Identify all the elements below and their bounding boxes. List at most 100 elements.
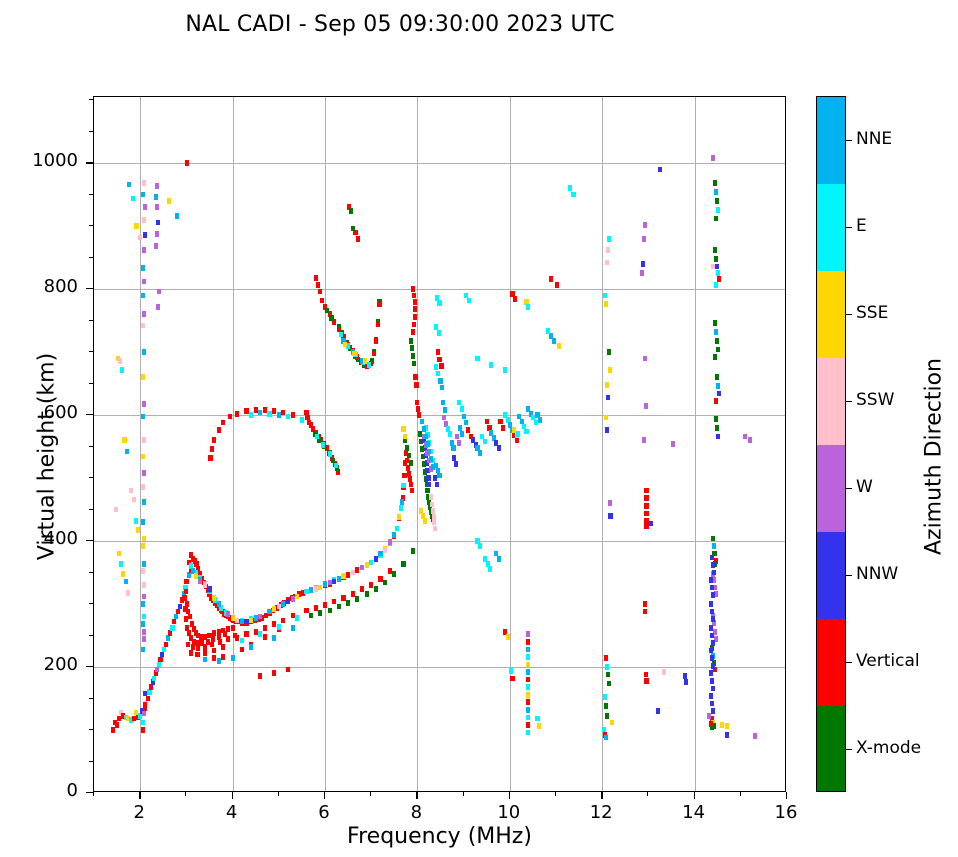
echo-point xyxy=(114,506,119,513)
echo-point xyxy=(327,579,332,586)
echo-point xyxy=(249,412,254,418)
echo-point xyxy=(212,594,217,601)
echo-point xyxy=(513,296,518,302)
echo-point xyxy=(190,568,195,575)
echo-point xyxy=(711,662,716,669)
echo-point xyxy=(346,599,351,606)
echo-point xyxy=(162,646,167,653)
echo-point xyxy=(549,276,554,282)
echo-point xyxy=(526,661,531,668)
echo-point xyxy=(400,495,405,502)
echo-point xyxy=(713,329,718,335)
echo-point xyxy=(140,601,146,607)
echo-point xyxy=(350,225,355,232)
echo-point xyxy=(710,724,715,731)
echo-point xyxy=(290,596,295,602)
echo-point xyxy=(437,472,442,479)
echo-point xyxy=(172,618,177,625)
echo-point xyxy=(605,247,610,253)
echo-point xyxy=(712,666,717,673)
echo-point xyxy=(290,612,295,619)
y-tick-minor xyxy=(89,99,93,101)
echo-point xyxy=(496,555,501,562)
echo-point xyxy=(498,418,503,425)
echo-point xyxy=(154,182,159,189)
echo-point xyxy=(642,601,647,607)
echo-point xyxy=(503,366,508,373)
echo-point xyxy=(138,713,143,719)
echo-point xyxy=(684,679,689,685)
echo-point xyxy=(202,633,207,640)
echo-point xyxy=(202,650,207,656)
colorbar-label-nnw: NNW xyxy=(856,563,899,584)
echo-point xyxy=(683,673,688,679)
echo-point xyxy=(713,636,718,643)
echo-point xyxy=(606,235,611,242)
echo-point xyxy=(244,618,249,625)
echo-point xyxy=(295,615,300,621)
echo-point xyxy=(327,311,332,318)
echo-point xyxy=(510,291,515,297)
echo-point xyxy=(216,628,221,635)
echo-point xyxy=(185,160,190,166)
echo-point xyxy=(714,424,719,431)
echo-point xyxy=(409,345,414,352)
echo-point xyxy=(530,414,535,421)
echo-point xyxy=(608,513,613,519)
echo-point xyxy=(710,584,715,591)
echo-point xyxy=(549,332,554,339)
echo-point xyxy=(482,438,487,445)
echo-point xyxy=(639,269,644,276)
echo-point xyxy=(341,594,346,601)
echo-point xyxy=(272,670,277,677)
echo-point xyxy=(140,191,146,198)
colorbar-tick xyxy=(846,574,852,576)
echo-point xyxy=(140,453,146,460)
echo-point xyxy=(711,155,716,161)
colorbar-band-nnw xyxy=(817,532,845,619)
echo-point xyxy=(535,715,540,722)
echo-point xyxy=(131,715,136,722)
echo-point xyxy=(644,523,649,529)
echo-point xyxy=(407,452,412,459)
echo-point xyxy=(421,461,426,468)
echo-point xyxy=(128,717,134,723)
echo-point xyxy=(194,560,199,567)
echo-point xyxy=(186,608,191,615)
echo-point xyxy=(350,591,355,597)
echo-point xyxy=(402,472,407,479)
echo-point xyxy=(526,654,531,660)
echo-point xyxy=(470,437,475,444)
echo-point xyxy=(421,426,426,432)
x-tick-minor xyxy=(739,792,741,796)
echo-point xyxy=(709,720,714,727)
y-tick-major xyxy=(86,666,93,668)
echo-point xyxy=(475,445,480,451)
echo-point xyxy=(350,569,355,576)
echo-point xyxy=(606,680,611,687)
echo-point xyxy=(141,247,146,253)
y-tick-label: 400 xyxy=(43,528,78,550)
echo-point xyxy=(710,632,715,639)
echo-point xyxy=(310,426,316,432)
echo-point xyxy=(183,606,188,612)
echo-point xyxy=(752,733,757,740)
x-tick-minor xyxy=(370,792,372,796)
echo-point xyxy=(488,565,493,572)
echo-point xyxy=(272,408,277,415)
echo-point xyxy=(671,441,676,447)
echo-point xyxy=(118,709,123,716)
echo-point xyxy=(503,412,508,418)
echo-point xyxy=(411,321,416,328)
y-tick-minor xyxy=(89,729,93,730)
echo-point xyxy=(186,641,191,648)
echo-point xyxy=(482,555,487,562)
echo-point xyxy=(644,502,649,509)
echo-point xyxy=(724,732,730,738)
echo-point xyxy=(466,427,471,434)
echo-point xyxy=(212,655,217,662)
echo-point xyxy=(276,412,281,418)
echo-point xyxy=(711,616,716,622)
echo-point xyxy=(331,457,336,464)
echo-point xyxy=(451,445,456,451)
